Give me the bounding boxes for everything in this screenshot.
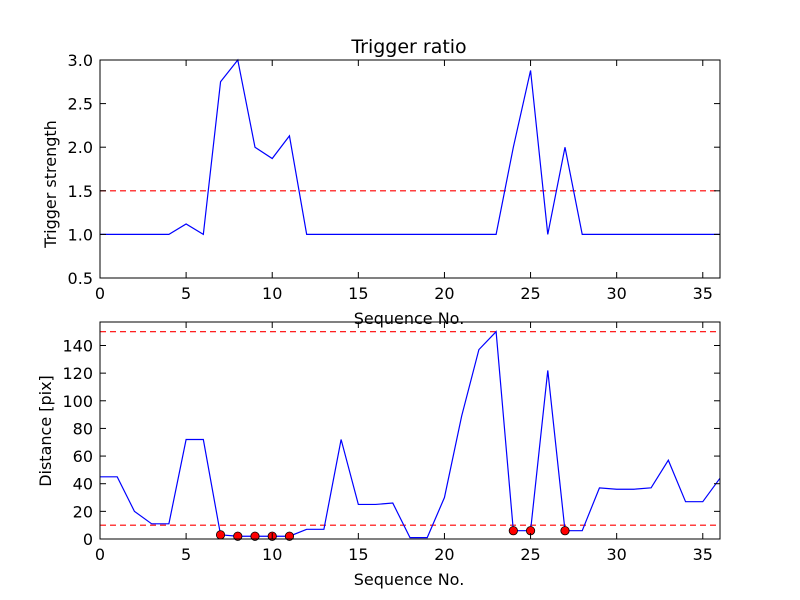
y-tick-label: 40: [73, 475, 93, 494]
y-tick-label: 0: [83, 530, 93, 549]
y-tick-label: 60: [73, 447, 93, 466]
y-tick-label: 20: [73, 502, 93, 521]
chart-title: Trigger ratio: [350, 36, 466, 58]
y-tick-label: 2.0: [68, 138, 93, 157]
y-axis-label: Trigger strength: [41, 120, 60, 249]
y-tick-label: 1.0: [68, 225, 93, 244]
y-tick-label: 120: [62, 364, 93, 383]
axes-frame: [99, 321, 721, 540]
data-point-marker: [508, 526, 518, 536]
x-tick-label: 20: [434, 284, 454, 303]
series-line: [100, 330, 721, 539]
distance-panel: Distance [pix] Sequence No. 0 5 10 15 20 25 30…: [36, 321, 721, 589]
x-tick-label: 10: [262, 545, 282, 564]
x-tick-label: 0: [95, 545, 105, 564]
y-tick-label: 3.0: [68, 51, 93, 70]
series-line: [100, 58, 720, 236]
x-tick-label: 10: [262, 284, 282, 303]
axes-frame: [99, 59, 721, 279]
y-tick-label: 2.5: [68, 95, 93, 114]
data-point-marker: [215, 530, 226, 540]
data-point-marker: [233, 531, 243, 541]
trigger-strength-panel: Trigger ratio Trigger strength Sequence …: [41, 36, 721, 328]
x-tick-label: 25: [520, 545, 540, 564]
x-axis-label: Sequence No.: [354, 570, 465, 589]
y-tick-label: 80: [73, 419, 93, 438]
x-tick-label: 25: [520, 284, 540, 303]
y-axis-label: Distance [pix]: [36, 375, 55, 487]
x-tick-label: 30: [606, 284, 626, 303]
data-point-marker: [250, 531, 260, 541]
x-tick-label: 30: [606, 545, 626, 564]
y-tick-label: 140: [62, 336, 93, 355]
x-tick-label: 5: [181, 545, 191, 564]
x-tick-label: 35: [693, 545, 713, 564]
y-tick-label: 0.5: [68, 269, 93, 288]
data-point-marker: [560, 526, 570, 536]
x-axis-label: Sequence No.: [354, 309, 465, 328]
x-tick-label: 15: [348, 545, 368, 564]
x-tick-label: 35: [693, 284, 713, 303]
x-tick-label: 15: [348, 284, 368, 303]
data-point-marker: [284, 531, 295, 541]
x-tick-label: 0: [95, 284, 105, 303]
y-tick-label: 100: [62, 392, 93, 411]
y-tick-label: 1.5: [68, 182, 93, 201]
x-tick-label: 5: [181, 284, 191, 303]
x-tick-label: 20: [434, 545, 454, 564]
